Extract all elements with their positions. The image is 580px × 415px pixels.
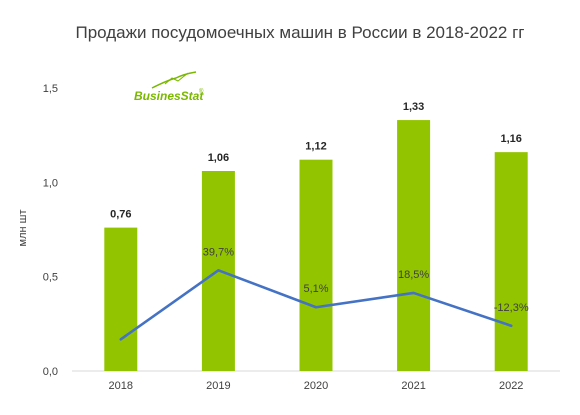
bar-2018 — [104, 227, 138, 371]
growth-label: 18,5% — [398, 269, 429, 281]
logo-arrow-icon — [164, 72, 189, 85]
logo-swoosh-icon — [151, 71, 197, 89]
bar-value-label: 0,76 — [110, 209, 131, 221]
growth-labels: 39,7% 5,1% 18,5% -12,3% — [203, 246, 529, 313]
growth-label: -12,3% — [494, 302, 529, 314]
bar-2022 — [494, 152, 528, 371]
logo-text: BusinesStat — [134, 89, 204, 103]
bar-2020 — [299, 159, 333, 371]
x-tick-label: 2018 — [109, 380, 133, 392]
chart-title: Продажи посудомоечных машин в России в 2… — [76, 23, 525, 42]
x-tick-label: 2019 — [206, 380, 230, 392]
growth-line-path — [119, 269, 513, 341]
x-axis-ticks: 2018 2019 2020 2021 2022 — [109, 380, 524, 392]
y-tick-label: 1,0 — [43, 177, 58, 189]
bar-value-label: 1,12 — [305, 141, 326, 153]
y-tick-label: 0,5 — [43, 272, 58, 284]
bar-value-label: 1,06 — [208, 152, 229, 164]
y-axis-ticks: 0,0 0,5 1,0 1,5 — [43, 83, 58, 378]
growth-label: 39,7% — [203, 246, 234, 258]
x-tick-label: 2021 — [401, 380, 425, 392]
bar-value-label: 1,16 — [500, 133, 521, 145]
growth-label: 5,1% — [303, 283, 328, 295]
bar-value-labels: 0,76 1,06 1,12 1,33 1,16 — [110, 101, 522, 221]
bars — [104, 120, 528, 371]
logo-registered-mark: ® — [199, 88, 204, 95]
y-axis-label: млн шт — [17, 210, 29, 247]
x-tick-label: 2020 — [304, 380, 328, 392]
x-tick-label: 2022 — [499, 380, 523, 392]
bar-2021 — [397, 120, 431, 371]
bar-value-label: 1,33 — [403, 101, 424, 113]
growth-line — [119, 269, 513, 341]
y-tick-label: 0,0 — [43, 366, 58, 378]
logo: BusinesStat ® — [134, 71, 204, 103]
y-tick-label: 1,5 — [43, 83, 58, 95]
